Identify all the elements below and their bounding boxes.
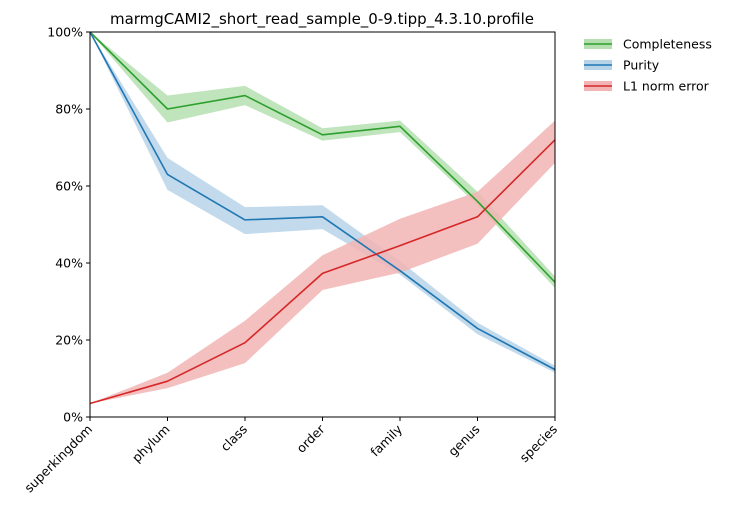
- x-tick-label: class: [218, 422, 251, 455]
- confidence-bands: [90, 32, 555, 404]
- legend-label-completeness: Completeness: [623, 37, 712, 52]
- y-tick-label: 60%: [55, 179, 83, 194]
- legend-label-l1-norm-error: L1 norm error: [623, 79, 710, 94]
- legend: Completeness Purity L1 norm error: [584, 37, 712, 94]
- series-lines: [89, 31, 556, 405]
- y-tick-label: 40%: [55, 256, 83, 271]
- completeness-band: [90, 32, 555, 289]
- x-tick-label: order: [293, 421, 328, 456]
- legend-label-purity: Purity: [623, 58, 660, 73]
- y-tick-label: 0%: [63, 410, 83, 425]
- l1-norm-error-line: [89, 139, 556, 405]
- completeness-line: [89, 31, 556, 283]
- x-tick-label: genus: [445, 422, 482, 459]
- x-tick-label: phylum: [129, 422, 173, 466]
- x-tick-label: family: [367, 421, 405, 459]
- chart-title: marmgCAMI2_short_read_sample_0-9.tipp_4.…: [110, 10, 534, 29]
- purity-line: [89, 31, 556, 371]
- l1-norm-error-band: [90, 120, 555, 404]
- x-axis: superkingdom phylum class order family genus s…: [21, 417, 560, 495]
- y-axis: 0% 20% 40% 60% 80% 100%: [47, 25, 90, 425]
- x-tick-label: superkingdom: [21, 422, 95, 496]
- y-tick-label: 20%: [55, 333, 83, 348]
- y-tick-label: 80%: [55, 102, 83, 117]
- y-tick-label: 100%: [47, 25, 83, 40]
- x-tick-label: species: [517, 422, 561, 466]
